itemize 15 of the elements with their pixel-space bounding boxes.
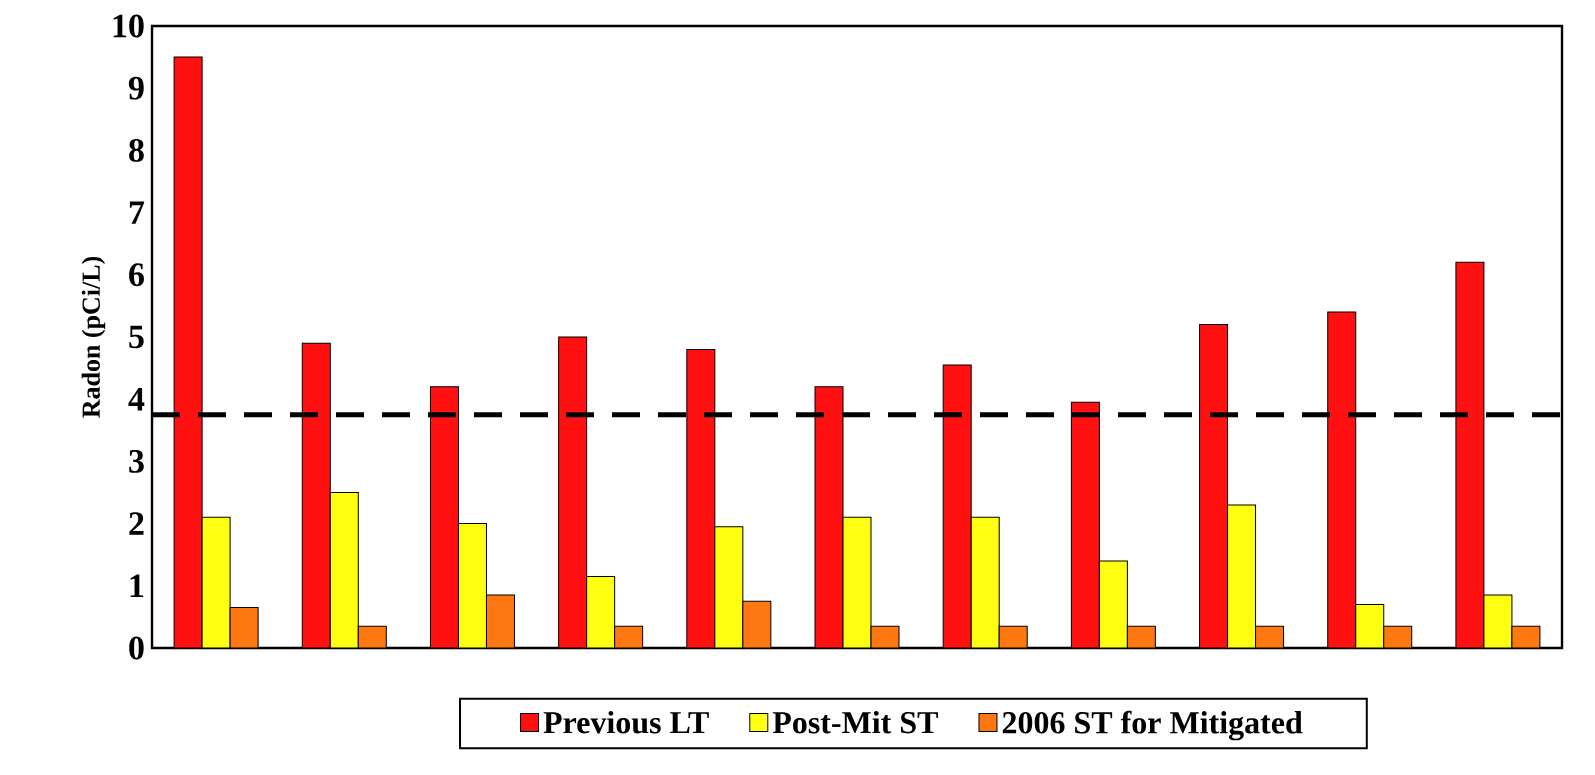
- y-tick-label: 5: [129, 325, 144, 349]
- y-tick-label: 3: [129, 449, 144, 473]
- y-tick-label: 6: [129, 263, 144, 287]
- y-tick-label: 2: [129, 512, 144, 535]
- y-axis-title: Radon (pCi/L): [81, 256, 106, 418]
- y-tick-label: 0: [129, 636, 144, 660]
- y-tick-label: 8: [129, 138, 144, 162]
- y-tick-label: 10: [113, 14, 144, 38]
- y-tick-label: 9: [128, 76, 144, 100]
- legend-label: Post-Mit ST: [772, 710, 938, 734]
- legend-label: 2006 ST for Mitigated: [1002, 710, 1303, 741]
- y-tick-label: 7: [129, 201, 145, 224]
- y-tick-label: 1: [130, 574, 144, 598]
- legend-label: Previous LT: [543, 710, 709, 734]
- y-tick-label: 4: [128, 388, 145, 411]
